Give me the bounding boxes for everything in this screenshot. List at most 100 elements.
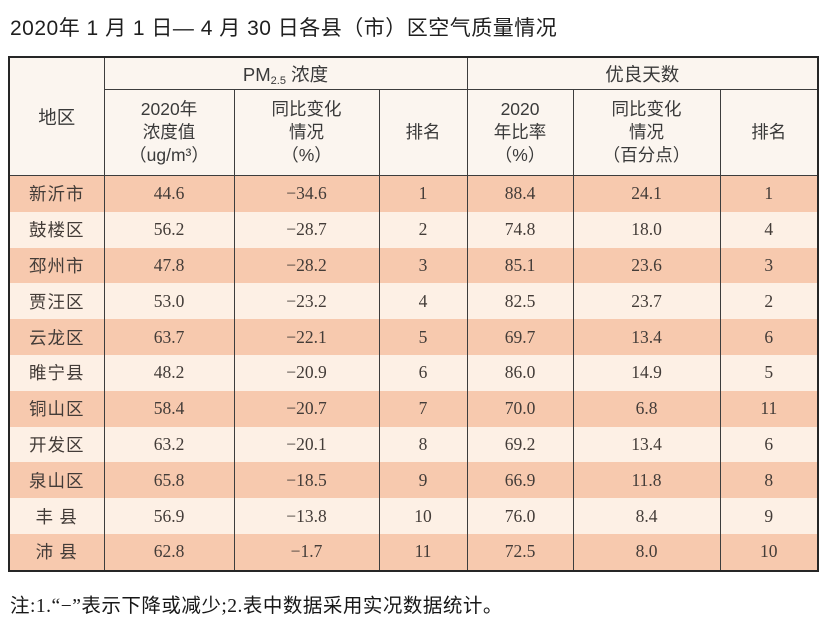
table-row: 鼓楼区 56.2 −28.7 2 74.8 18.0 4 (8, 211, 819, 248)
value-cell: 6.8 (572, 390, 721, 427)
value-cell: 6 (378, 354, 468, 391)
table-row: 铜山区 58.4 −20.7 7 70.0 6.8 11 (8, 390, 819, 427)
value-cell: 1 (378, 175, 468, 212)
value-cell: 5 (378, 319, 468, 355)
value-cell: 72.5 (466, 533, 574, 571)
region-cell: 贾汪区 (8, 283, 105, 320)
value-cell: −13.8 (233, 498, 380, 534)
value-cell: 65.8 (103, 462, 235, 499)
value-cell: 8 (378, 426, 468, 463)
header-group-pm25: PM2.5 浓度 (103, 57, 468, 90)
region-cell: 云龙区 (8, 319, 105, 355)
value-cell: −20.1 (233, 426, 380, 463)
region-cell: 鼓楼区 (8, 211, 105, 248)
value-cell: 23.6 (572, 247, 721, 284)
value-cell: 9 (719, 498, 819, 534)
group-header-row: 地区 PM2.5 浓度 优良天数 (8, 57, 819, 176)
table-row: 贾汪区 53.0 −23.2 4 82.5 23.7 2 (8, 283, 819, 320)
value-cell: 18.0 (572, 211, 721, 248)
table-row: 新沂市 44.6 −34.6 1 88.4 24.1 1 (8, 175, 819, 212)
value-cell: −18.5 (233, 462, 380, 499)
value-cell: 4 (719, 211, 819, 248)
value-cell: −20.9 (233, 354, 380, 391)
value-cell: 74.8 (466, 211, 574, 248)
header-rank-pm25: 排名 (378, 89, 468, 176)
header-rank-days: 排名 (719, 89, 819, 176)
value-cell: 48.2 (103, 354, 235, 391)
header-group-good-days: 优良天数 (466, 57, 819, 90)
pm25-suffix: 浓度 (285, 63, 329, 85)
header-region: 地区 (8, 57, 105, 176)
value-cell: 4 (378, 283, 468, 320)
value-cell: 69.2 (466, 426, 574, 463)
region-cell: 新沂市 (8, 175, 105, 212)
table-body: 新沂市 44.6 −34.6 1 88.4 24.1 1 鼓楼区 56.2 −28.7 2 74.8 1… (8, 175, 819, 571)
table-row: 丰 县 56.9 −13.8 10 76.0 8.4 9 (8, 498, 819, 534)
value-cell: 88.4 (466, 175, 574, 212)
value-cell: −23.2 (233, 283, 380, 320)
value-cell: 13.4 (572, 426, 721, 463)
value-cell: −20.7 (233, 390, 380, 427)
table-row: 沛 县 62.8 −1.7 11 72.5 8.0 10 (8, 533, 819, 571)
value-cell: 10 (719, 533, 819, 571)
value-cell: 10 (378, 498, 468, 534)
value-cell: 76.0 (466, 498, 574, 534)
value-cell: 53.0 (103, 283, 235, 320)
value-cell: 2 (719, 283, 819, 320)
value-cell: 69.7 (466, 319, 574, 355)
air-quality-table: 地区 PM2.5 浓度 优良天数 2020年 浓度值 （ug/m³） 同比变化 … (8, 56, 820, 572)
value-cell: −22.1 (233, 319, 380, 355)
table-row: 云龙区 63.7 −22.1 5 69.7 13.4 6 (8, 319, 819, 355)
region-cell: 邳州市 (8, 247, 105, 284)
value-cell: 58.4 (103, 390, 235, 427)
pm25-prefix: PM (242, 63, 271, 85)
value-cell: 62.8 (103, 533, 235, 571)
value-cell: 85.1 (466, 247, 574, 284)
value-cell: 63.2 (103, 426, 235, 463)
value-cell: 8.0 (572, 533, 721, 571)
pm25-subscript: 2.5 (270, 74, 286, 87)
value-cell: 3 (378, 247, 468, 284)
value-cell: 2 (378, 211, 468, 248)
value-cell: 47.8 (103, 247, 235, 284)
sub-header-row: 2020年 浓度值 （ug/m³） 同比变化 情况 （%） 排名 2020 年比… (9, 89, 819, 176)
value-cell: 5 (719, 354, 819, 391)
value-cell: 56.2 (103, 211, 235, 248)
value-cell: 11 (719, 390, 819, 427)
header-ratio-2020: 2020 年比率 （%） (466, 89, 574, 176)
value-cell: 13.4 (572, 319, 721, 355)
footnote: 注:1.“−”表示下降或减少;2.表中数据采用实况数据统计。 (10, 595, 503, 617)
value-cell: −28.7 (233, 211, 380, 248)
value-cell: 82.5 (466, 283, 574, 320)
value-cell: 11.8 (572, 462, 721, 499)
table-row: 邳州市 47.8 −28.2 3 85.1 23.6 3 (8, 247, 819, 284)
value-cell: 9 (378, 462, 468, 499)
value-cell: 86.0 (466, 354, 574, 391)
value-cell: 44.6 (103, 175, 235, 212)
value-cell: −1.7 (233, 533, 380, 571)
value-cell: 11 (378, 533, 468, 571)
value-cell: 8 (719, 462, 819, 499)
value-cell: 24.1 (572, 175, 721, 212)
table-row: 开发区 63.2 −20.1 8 69.2 13.4 6 (8, 426, 819, 463)
region-cell: 丰 县 (8, 498, 105, 534)
value-cell: 63.7 (103, 319, 235, 355)
region-cell: 泉山区 (8, 462, 105, 499)
value-cell: 14.9 (572, 354, 721, 391)
table-row: 泉山区 65.8 −18.5 9 66.9 11.8 8 (8, 462, 819, 499)
value-cell: −28.2 (233, 247, 380, 284)
value-cell: −34.6 (233, 175, 380, 212)
region-cell: 铜山区 (8, 390, 105, 427)
header-yoy-change-days: 同比变化 情况 （百分点） (572, 89, 721, 176)
table-header: 地区 PM2.5 浓度 优良天数 2020年 浓度值 （ug/m³） 同比变化 … (8, 57, 819, 176)
value-cell: 8.4 (572, 498, 721, 534)
value-cell: 6 (719, 319, 819, 355)
region-cell: 开发区 (8, 426, 105, 463)
value-cell: 70.0 (466, 390, 574, 427)
value-cell: 7 (378, 390, 468, 427)
value-cell: 66.9 (466, 462, 574, 499)
table-row: 睢宁县 48.2 −20.9 6 86.0 14.9 5 (8, 354, 819, 391)
value-cell: 1 (719, 175, 819, 212)
region-cell: 沛 县 (8, 533, 105, 571)
page-title: 2020年 1 月 1 日— 4 月 30 日各县（市）区空气质量情况 (10, 17, 558, 40)
